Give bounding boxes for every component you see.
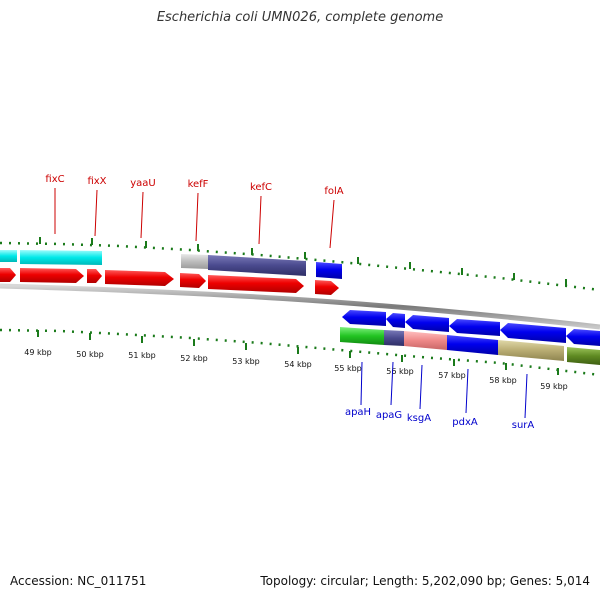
reverse-gene-arrow [500,323,566,343]
reverse-major-ticks [37,330,559,375]
forward-gene-arrow [208,275,304,293]
gene-leader-yaaU [140,191,144,239]
reverse-gene-arrows [342,310,600,346]
kbp-axis-labels: 49 kbp 50 kbp 51 kbp 52 kbp 53 kbp 54 kb… [24,348,568,391]
kbp-label: 56 kbp [386,367,414,376]
gene-label-fixX: fixX [87,176,106,187]
forward-gene-arrow [0,268,16,282]
map-title: Escherichia coli UMN026, complete genome [156,10,444,25]
gene-label-pdxA: pdxA [452,417,478,428]
kbp-label: 49 kbp [24,348,52,357]
forward-gene-arrow [180,273,206,288]
gene-leader-surA [524,373,528,419]
cog-block-gray [181,254,208,269]
reverse-gene-arrow [405,315,449,332]
kbp-label: 54 kbp [284,360,312,369]
forward-gene-arrow [315,280,339,295]
kbp-label: 57 kbp [438,371,466,380]
gene-label-surA: surA [512,420,535,431]
genome-backbone [0,283,600,330]
cog-block-khaki [498,340,564,361]
kbp-label: 53 kbp [232,357,260,366]
cog-block-slate [384,330,404,346]
gene-leader-folA [329,199,335,249]
gene-leader-pdxA [465,368,469,414]
gene-label-folA: folA [324,186,343,197]
cog-block-cyan [0,250,17,262]
reverse-gene-labels: apaH apaG ksgA pdxA surA [345,361,535,431]
gene-label-kefC: kefC [250,182,272,193]
cog-block-green [340,327,384,345]
forward-gene-arrow [105,270,174,286]
cog-block-olive [567,347,600,365]
gene-leader-apaG [390,361,394,406]
accession-text: Accession: NC_011751 [10,574,147,588]
cog-block-blue [316,262,342,279]
cog-block-blue [447,335,498,355]
gene-label-fixC: fixC [45,174,64,185]
forward-gene-arrow [20,268,84,283]
forward-cog-track [0,250,342,279]
kbp-label: 59 kbp [540,382,568,391]
forward-gene-arrow [87,269,102,283]
gene-label-ksgA: ksgA [407,413,431,424]
reverse-gene-arrow [449,319,500,336]
gene-label-apaG: apaG [376,410,402,421]
cog-block-pink [404,331,447,350]
forward-major-ticks [39,237,567,286]
kbp-label: 50 kbp [76,350,104,359]
kbp-label: 51 kbp [128,351,156,360]
reverse-gene-arrow [342,310,386,326]
kbp-label: 58 kbp [489,376,517,385]
cog-block-slate [208,255,306,276]
gene-leader-apaH [360,361,363,406]
gene-leader-kefF [195,192,199,242]
gene-leader-fixX [94,189,98,237]
reverse-gene-arrow [386,313,405,328]
reverse-gene-arrow [566,329,600,346]
forward-gene-arrows [0,268,339,295]
kbp-label: 52 kbp [180,354,208,363]
kbp-label: 55 kbp [334,364,362,373]
gene-leader-kefC [258,195,262,245]
gene-label-yaaU: yaaU [130,178,156,189]
genome-summary-text: Topology: circular; Length: 5,202,090 bp… [260,574,590,588]
gene-leader-ksgA [419,364,423,410]
forward-gene-labels: fixC fixX yaaU kefF kefC folA [45,174,344,249]
gene-label-apaH: apaH [345,407,371,418]
reverse-cog-track [340,327,600,365]
gene-label-kefF: kefF [188,179,209,190]
cog-block-cyan [20,250,102,265]
